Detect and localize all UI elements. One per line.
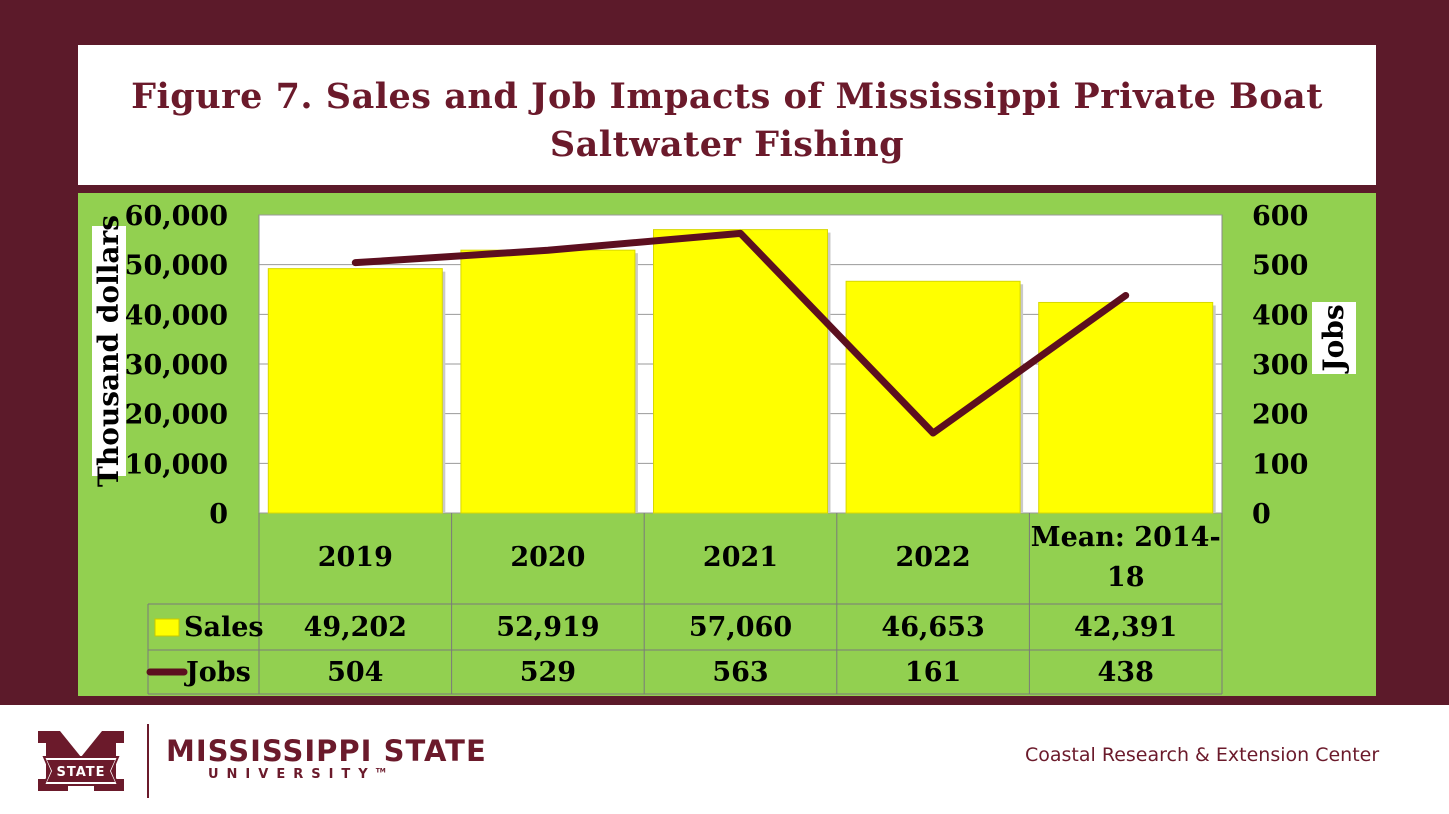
- trademark-mark: TM: [375, 767, 386, 775]
- chart-title-line-2: Saltwater Fishing: [549, 124, 905, 165]
- y-axis-title: Thousand dollars: [92, 215, 125, 487]
- jobs-value-label: 161: [905, 657, 961, 688]
- y2-axis-title: Jobs: [1317, 304, 1350, 374]
- jobs-value-label: 529: [520, 657, 576, 688]
- msu-logo-icon: STATE: [38, 731, 124, 791]
- y-tick-label: 50,000: [125, 251, 228, 282]
- y2-tick-label: 300: [1252, 350, 1308, 381]
- footer: [0, 705, 1449, 814]
- sales-bar: [460, 249, 636, 514]
- university-word: UNIVERSITYTM: [208, 767, 386, 782]
- y2-axis-title-bg: [1312, 302, 1356, 374]
- y2-tick-label: 100: [1252, 449, 1308, 480]
- x-category-label: 18: [1107, 562, 1145, 593]
- jobs-row-header: Jobs: [184, 657, 251, 688]
- x-category-label: 2019: [318, 542, 393, 573]
- x-category-label: 2021: [703, 542, 778, 573]
- sales-bar: [1038, 301, 1214, 514]
- x-category-label: 2022: [896, 542, 971, 573]
- y2-tick-label: 400: [1252, 300, 1308, 331]
- y-tick-label: 60,000: [125, 201, 228, 232]
- sales-bar: [653, 229, 828, 514]
- chart-title: Figure 7. Sales and Job Impacts of Missi…: [78, 73, 1376, 169]
- logo-divider: [147, 724, 149, 798]
- y-tick-label: 30,000: [125, 350, 228, 381]
- chart-title-line-1: Figure 7. Sales and Job Impacts of Missi…: [131, 76, 1323, 117]
- jobs-line: [351, 229, 1130, 437]
- sales-value-label: 46,653: [881, 612, 984, 643]
- jobs-value-label: 563: [712, 657, 768, 688]
- y2-tick-label: 200: [1252, 400, 1308, 431]
- y-tick-label: 10,000: [125, 449, 228, 480]
- university-word-text: UNIVERSITY: [208, 767, 376, 782]
- sales-row-header: Sales: [184, 612, 264, 643]
- y2-tick-label: 500: [1252, 251, 1308, 282]
- logo-state-text: STATE: [56, 765, 105, 780]
- sales-legend-key: [154, 618, 180, 637]
- chart-svg: 0 10,000 20,000 30,000 40,000 50,000 60,000 0 10…: [92, 201, 1356, 695]
- y-tick-label: 40,000: [125, 300, 228, 331]
- sales-bar: [845, 280, 1021, 514]
- x-category-label: 2020: [510, 542, 585, 573]
- jobs-value-label: 438: [1098, 657, 1154, 688]
- sales-value-label: 52,919: [496, 612, 599, 643]
- center-name: Coastal Research & Extension Center: [1025, 744, 1380, 766]
- x-category-label: Mean: 2014-: [1031, 522, 1221, 553]
- y-tick-label: 0: [209, 499, 228, 530]
- sales-value-label: 49,202: [304, 612, 407, 643]
- y-tick-label: 20,000: [125, 400, 228, 431]
- y2-tick-label: 600: [1252, 201, 1308, 232]
- y-axis-title-bg: [92, 226, 126, 476]
- title-box: Figure 7. Sales and Job Impacts of Missi…: [78, 45, 1376, 185]
- sales-bar: [267, 268, 443, 514]
- sales-value-label: 57,060: [689, 612, 792, 643]
- jobs-value-label: 504: [327, 657, 383, 688]
- university-name: MISSISSIPPI STATE: [166, 734, 487, 768]
- sales-value-label: 42,391: [1074, 612, 1177, 643]
- y2-tick-label: 0: [1252, 499, 1271, 530]
